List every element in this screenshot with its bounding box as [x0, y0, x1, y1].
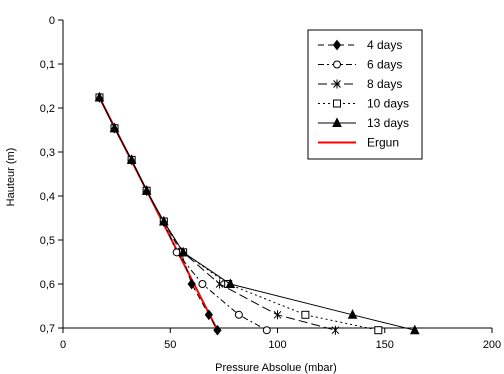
data-point: [178, 246, 188, 257]
data-point: [301, 310, 310, 319]
legend-label: 4 days: [367, 38, 402, 52]
data-point: [273, 310, 282, 320]
plot-area: [62, 20, 492, 329]
legend-label: 13 days: [367, 116, 409, 130]
y-axis-label: Hauteur (m): [5, 148, 17, 207]
data-point: [262, 326, 271, 335]
legend-marker: [333, 99, 341, 108]
series-line: [99, 97, 218, 331]
y-tick-label: 0,7: [40, 323, 55, 335]
data-point: [126, 154, 137, 164]
axis-ticks: 0 0,1 0,2 0,3 0,4 0,5 0,6 0,7 0 50 100 150 200: [40, 15, 501, 351]
data-point: [234, 310, 243, 319]
x-axis-label: Pressure Absolue (mbar): [215, 362, 337, 374]
legend: 4 days 6 days 8 days 10 days 13 days Ergun: [307, 29, 423, 160]
series-6-days: [95, 93, 271, 335]
legend-label: 6 days: [367, 58, 402, 72]
data-point: [213, 324, 222, 336]
legend-marker: [333, 60, 341, 69]
data-point: [347, 309, 358, 319]
legend-marker: [333, 79, 341, 89]
legend-marker: [332, 117, 342, 127]
data-point: [374, 326, 383, 335]
data-point: [198, 280, 207, 288]
data-point: [409, 324, 420, 335]
series-line: [99, 97, 336, 331]
legend-label: 10 days: [367, 97, 409, 111]
series-layer: [94, 91, 420, 336]
x-tick-label: 0: [60, 339, 66, 351]
data-point: [215, 279, 224, 289]
legend-label: Ergun: [367, 136, 399, 150]
y-tick-label: 0,5: [40, 235, 55, 247]
y-tick-label: 0,1: [40, 59, 55, 71]
legend-box: [307, 29, 423, 160]
x-tick-label: 50: [164, 339, 176, 351]
y-tick-label: 0,2: [40, 103, 55, 115]
x-tick-label: 150: [376, 339, 394, 351]
data-point: [159, 215, 169, 226]
y-tick-label: 0,4: [40, 191, 55, 203]
data-point: [187, 278, 196, 290]
x-tick-label: 200: [483, 339, 501, 351]
data-point: [94, 91, 105, 102]
series-13-days: [94, 91, 420, 335]
data-point: [141, 185, 152, 195]
y-tick-label: 0,3: [40, 147, 55, 159]
data-point: [109, 122, 120, 133]
y-tick-label: 0: [49, 15, 55, 27]
legend-label: 8 days: [367, 77, 402, 91]
data-point: [331, 325, 340, 335]
y-tick-label: 0,6: [40, 279, 55, 291]
series-8-days: [95, 92, 340, 335]
legend-marker: [332, 39, 342, 51]
x-tick-label: 100: [268, 339, 286, 351]
data-point: [225, 278, 236, 288]
data-point: [204, 309, 213, 321]
